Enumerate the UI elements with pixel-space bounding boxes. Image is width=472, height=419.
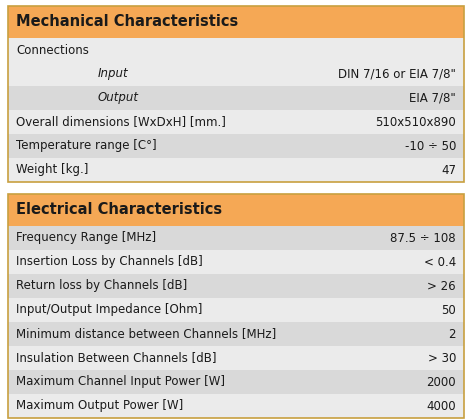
Text: Maximum Channel Input Power [W]: Maximum Channel Input Power [W] xyxy=(16,375,225,388)
Bar xyxy=(8,322,464,346)
Bar xyxy=(8,250,464,274)
Text: 47: 47 xyxy=(441,163,456,176)
Text: Frequency Range [MHz]: Frequency Range [MHz] xyxy=(16,232,156,245)
Bar xyxy=(8,38,464,62)
Bar xyxy=(8,346,464,370)
Text: Mechanical Characteristics: Mechanical Characteristics xyxy=(16,15,238,29)
Text: 4000: 4000 xyxy=(426,399,456,412)
Text: > 30: > 30 xyxy=(428,352,456,365)
Text: Return loss by Channels [dB]: Return loss by Channels [dB] xyxy=(16,279,187,292)
Text: DIN 7/16 or EIA 7/8": DIN 7/16 or EIA 7/8" xyxy=(338,67,456,80)
Text: 87.5 ÷ 108: 87.5 ÷ 108 xyxy=(390,232,456,245)
Bar xyxy=(8,134,464,158)
Bar xyxy=(8,158,464,182)
Bar xyxy=(8,394,464,418)
Text: Minimum distance between Channels [MHz]: Minimum distance between Channels [MHz] xyxy=(16,328,276,341)
Text: -10 ÷ 50: -10 ÷ 50 xyxy=(405,140,456,153)
Text: 2: 2 xyxy=(448,328,456,341)
Bar xyxy=(8,370,464,394)
Bar xyxy=(8,6,464,182)
Bar xyxy=(8,194,464,226)
Text: Input/Output Impedance [Ohm]: Input/Output Impedance [Ohm] xyxy=(16,303,202,316)
Text: Output: Output xyxy=(98,91,139,104)
Text: Insulation Between Channels [dB]: Insulation Between Channels [dB] xyxy=(16,352,217,365)
Bar xyxy=(8,110,464,134)
Text: 50: 50 xyxy=(441,303,456,316)
Bar xyxy=(8,274,464,298)
Text: Insertion Loss by Channels [dB]: Insertion Loss by Channels [dB] xyxy=(16,256,203,269)
Bar xyxy=(8,298,464,322)
Text: EIA 7/8": EIA 7/8" xyxy=(409,91,456,104)
Bar xyxy=(8,226,464,250)
Text: Input: Input xyxy=(98,67,129,80)
Text: Maximum Output Power [W]: Maximum Output Power [W] xyxy=(16,399,183,412)
Bar xyxy=(8,86,464,110)
Text: Electrical Characteristics: Electrical Characteristics xyxy=(16,202,222,217)
Bar xyxy=(8,194,464,418)
Bar xyxy=(8,6,464,38)
Text: > 26: > 26 xyxy=(427,279,456,292)
Text: Weight [kg.]: Weight [kg.] xyxy=(16,163,88,176)
Text: 510x510x890: 510x510x890 xyxy=(375,116,456,129)
Text: Connections: Connections xyxy=(16,44,89,57)
Text: Overall dimensions [WxDxH] [mm.]: Overall dimensions [WxDxH] [mm.] xyxy=(16,116,226,129)
Text: < 0.4: < 0.4 xyxy=(424,256,456,269)
Text: Temperature range [C°]: Temperature range [C°] xyxy=(16,140,157,153)
Bar xyxy=(8,62,464,86)
Text: 2000: 2000 xyxy=(426,375,456,388)
